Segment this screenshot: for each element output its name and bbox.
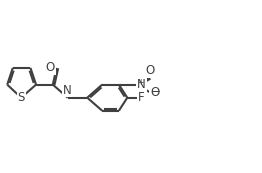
Text: O: O xyxy=(145,64,154,77)
Text: +: + xyxy=(138,78,144,87)
Text: N: N xyxy=(137,78,146,91)
Text: H: H xyxy=(64,84,72,94)
Text: −: − xyxy=(151,85,161,98)
Text: S: S xyxy=(18,91,25,104)
Text: O: O xyxy=(45,61,55,74)
Text: N: N xyxy=(63,84,72,97)
Text: F: F xyxy=(138,91,144,104)
Text: O: O xyxy=(150,86,159,99)
